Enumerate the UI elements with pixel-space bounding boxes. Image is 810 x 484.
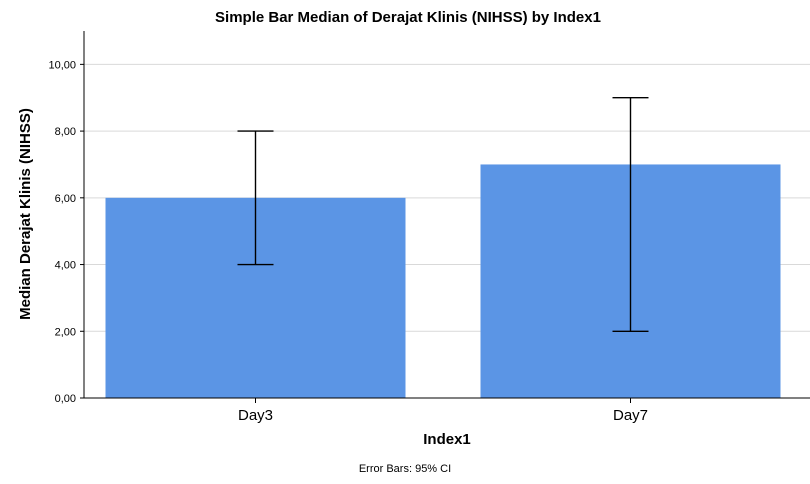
- axes: [80, 31, 810, 403]
- x-axis-label: Index1: [423, 431, 471, 448]
- x-tick-label: Day7: [613, 407, 648, 424]
- bars: [105, 164, 781, 398]
- x-tick-label: Day3: [238, 407, 273, 424]
- y-tick-label: 2,00: [55, 326, 76, 338]
- y-tick-labels: 0,00 2,00 4,00 6,00 8,00 10,00: [48, 59, 76, 405]
- error-bars: [237, 97, 649, 332]
- y-tick-label: 8,00: [55, 126, 76, 138]
- plot-area: 0,00 2,00 4,00 6,00 8,00 10,00 Day3 Day7: [48, 31, 810, 424]
- y-tick-label: 6,00: [55, 193, 76, 205]
- y-tick-label: 0,00: [55, 393, 76, 405]
- y-tick-label: 4,00: [55, 260, 76, 272]
- y-tick-label: 10,00: [48, 59, 76, 71]
- x-tick-labels: Day3 Day7: [238, 407, 648, 424]
- y-axis-label: Median Derajat Klinis (NIHSS): [17, 108, 34, 320]
- error-bars-footnote: Error Bars: 95% CI: [359, 463, 451, 475]
- chart-title: Simple Bar Median of Derajat Klinis (NIH…: [215, 9, 601, 26]
